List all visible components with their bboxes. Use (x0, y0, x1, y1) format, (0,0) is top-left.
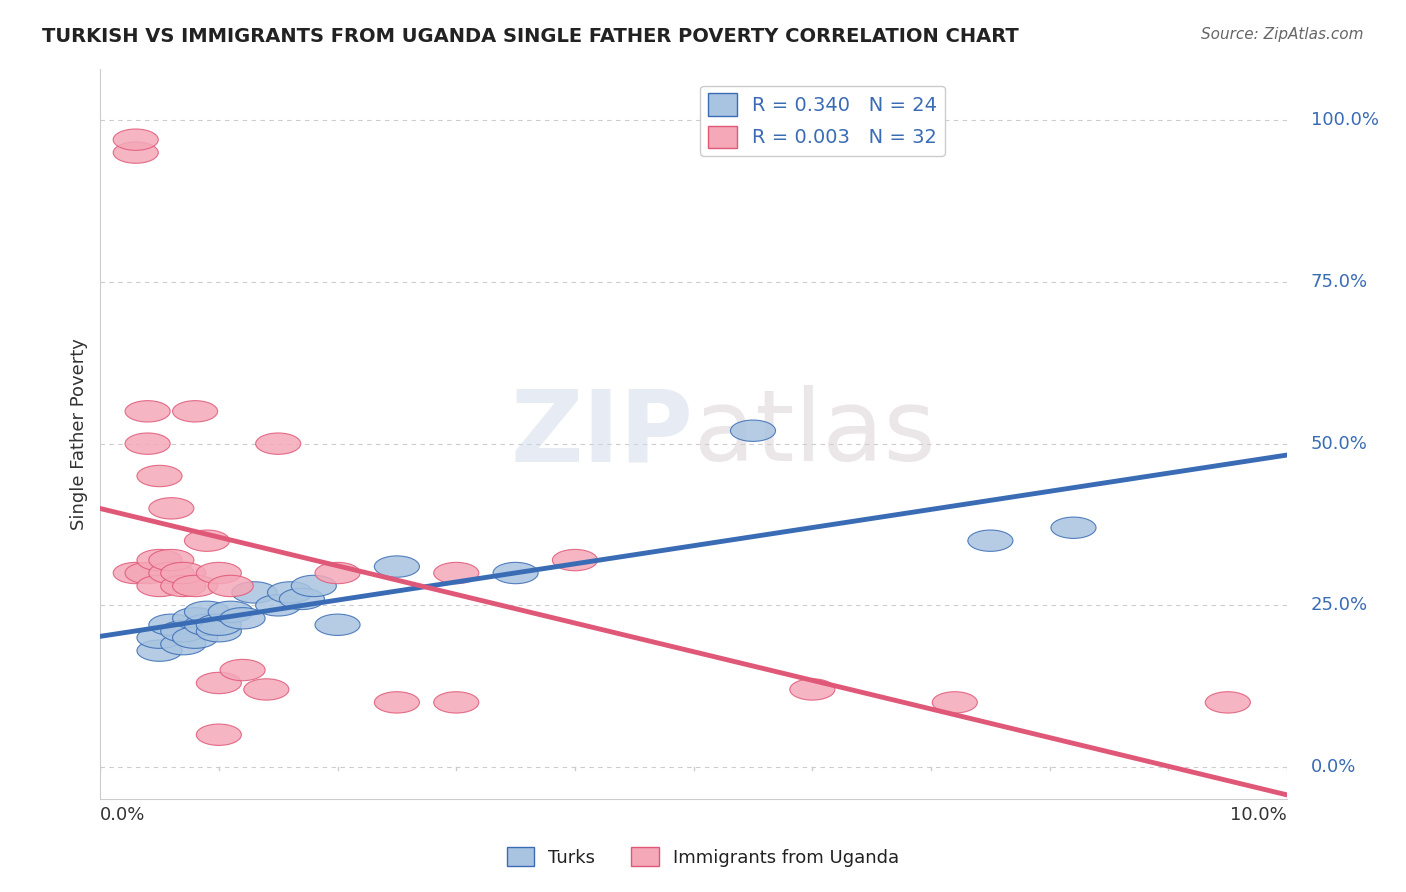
Ellipse shape (114, 562, 159, 583)
Ellipse shape (184, 601, 229, 623)
Ellipse shape (114, 129, 159, 151)
Ellipse shape (149, 549, 194, 571)
Ellipse shape (256, 433, 301, 454)
Ellipse shape (149, 498, 194, 519)
Ellipse shape (173, 575, 218, 597)
Ellipse shape (232, 582, 277, 603)
Text: 50.0%: 50.0% (1310, 434, 1368, 452)
Ellipse shape (790, 679, 835, 700)
Ellipse shape (967, 530, 1012, 551)
Ellipse shape (125, 433, 170, 454)
Ellipse shape (184, 614, 229, 635)
Text: ZIP: ZIP (510, 385, 693, 483)
Ellipse shape (160, 621, 205, 642)
Ellipse shape (208, 575, 253, 597)
Ellipse shape (553, 549, 598, 571)
Ellipse shape (494, 562, 538, 583)
Ellipse shape (1205, 691, 1250, 713)
Ellipse shape (125, 401, 170, 422)
Legend: R = 0.340   N = 24, R = 0.003   N = 32: R = 0.340 N = 24, R = 0.003 N = 32 (700, 86, 945, 156)
Text: Source: ZipAtlas.com: Source: ZipAtlas.com (1201, 27, 1364, 42)
Ellipse shape (136, 466, 181, 487)
Ellipse shape (136, 549, 181, 571)
Ellipse shape (114, 142, 159, 163)
Ellipse shape (149, 562, 194, 583)
Ellipse shape (173, 607, 218, 629)
Ellipse shape (197, 621, 242, 642)
Ellipse shape (219, 607, 266, 629)
Ellipse shape (149, 614, 194, 635)
Ellipse shape (173, 627, 218, 648)
Ellipse shape (374, 691, 419, 713)
Text: 10.0%: 10.0% (1230, 805, 1286, 824)
Ellipse shape (256, 595, 301, 616)
Ellipse shape (267, 582, 312, 603)
Ellipse shape (197, 614, 242, 635)
Ellipse shape (731, 420, 776, 442)
Text: 25.0%: 25.0% (1310, 597, 1368, 615)
Ellipse shape (197, 562, 242, 583)
Ellipse shape (433, 691, 479, 713)
Ellipse shape (197, 673, 242, 694)
Text: 75.0%: 75.0% (1310, 273, 1368, 291)
Ellipse shape (160, 562, 205, 583)
Ellipse shape (315, 614, 360, 635)
Text: TURKISH VS IMMIGRANTS FROM UGANDA SINGLE FATHER POVERTY CORRELATION CHART: TURKISH VS IMMIGRANTS FROM UGANDA SINGLE… (42, 27, 1019, 45)
Ellipse shape (291, 575, 336, 597)
Text: atlas: atlas (693, 385, 935, 483)
Ellipse shape (280, 588, 325, 609)
Ellipse shape (197, 724, 242, 746)
Text: 100.0%: 100.0% (1310, 112, 1379, 129)
Ellipse shape (208, 601, 253, 623)
Ellipse shape (374, 556, 419, 577)
Ellipse shape (433, 562, 479, 583)
Ellipse shape (315, 562, 360, 583)
Ellipse shape (160, 575, 205, 597)
Ellipse shape (219, 659, 266, 681)
Ellipse shape (932, 691, 977, 713)
Ellipse shape (160, 633, 205, 655)
Ellipse shape (173, 401, 218, 422)
Ellipse shape (125, 562, 170, 583)
Legend: Turks, Immigrants from Uganda: Turks, Immigrants from Uganda (499, 840, 907, 874)
Text: 0.0%: 0.0% (100, 805, 145, 824)
Ellipse shape (136, 627, 181, 648)
Text: Single Father Poverty: Single Father Poverty (70, 338, 89, 530)
Ellipse shape (1050, 517, 1097, 539)
Ellipse shape (136, 640, 181, 661)
Ellipse shape (184, 530, 229, 551)
Text: 0.0%: 0.0% (1310, 758, 1357, 776)
Ellipse shape (243, 679, 288, 700)
Ellipse shape (136, 575, 181, 597)
